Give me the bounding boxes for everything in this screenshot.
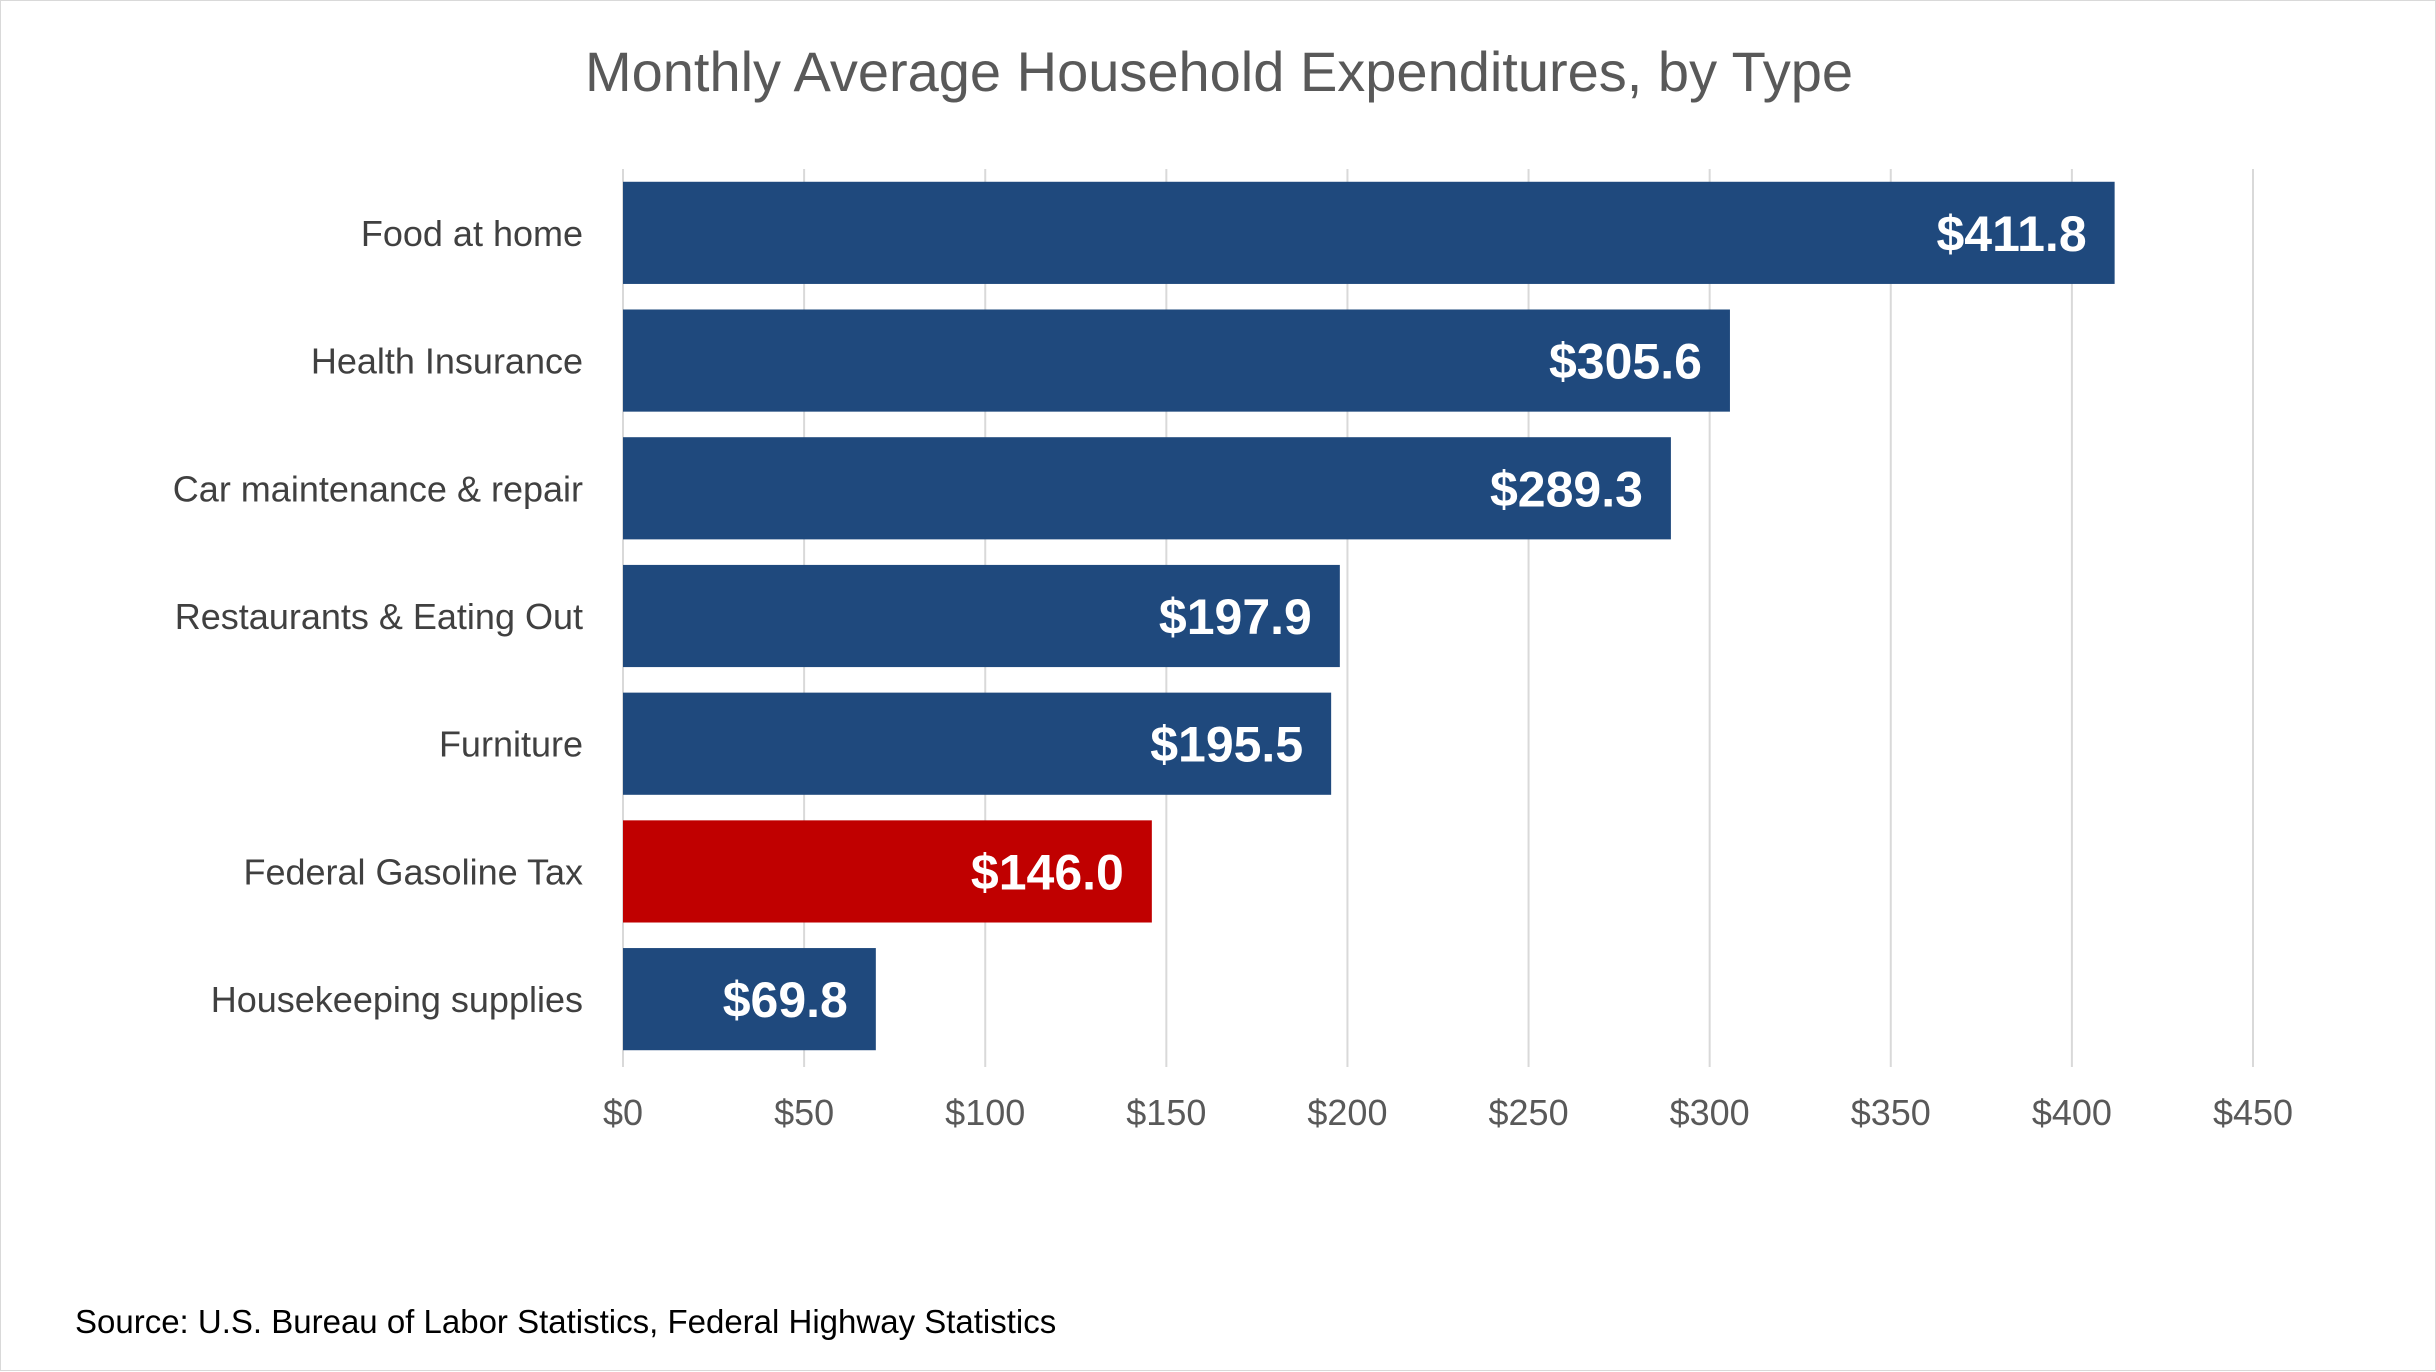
category-label: Housekeeping supplies [211,979,583,1020]
x-tick-label: $300 [1670,1092,1750,1133]
source-note: Source: U.S. Bureau of Labor Statistics,… [75,1303,1057,1340]
bar [623,564,1340,668]
bar [623,948,876,1051]
bar-data-label: $289.3 [1490,461,1643,517]
category-label: Health Insurance [311,341,583,382]
category-label: Furniture [439,724,583,765]
x-tick-label: $350 [1851,1092,1931,1133]
x-tick-label: $0 [603,1092,643,1133]
bar [623,309,1730,412]
category-label: Car maintenance & repair [173,468,583,509]
x-tick-label: $100 [945,1092,1025,1133]
bar-data-label: $146.0 [971,844,1124,900]
x-tick-label: $250 [1489,1092,1569,1133]
bar [623,181,2115,284]
category-label: Federal Gasoline Tax [243,851,583,892]
bar-data-label: $411.8 [1936,206,2086,262]
x-tick-label: $150 [1126,1092,1206,1133]
bars: $411.8 $305.6 $289.3 $197.9 $195.5 $146.0 $69.… [623,181,2115,1051]
bar-data-label: $195.5 [1150,717,1303,773]
bar [623,437,1671,540]
category-label: Food at home [361,213,583,254]
bar-data-label: $69.8 [723,972,848,1028]
chart-title: Monthly Average Household Expenditures, … [584,40,1854,103]
bar-data-label: $197.9 [1159,589,1312,645]
bar-data-label: $305.6 [1549,334,1702,390]
bar [623,820,1152,923]
category-label: Restaurants & Eating Out [175,596,583,637]
x-tick-label: $50 [774,1092,834,1133]
x-axis-tick-labels: $0 $50 $100 $150 $200 $250 $300 $350 $400 $450 [603,1092,2293,1133]
x-tick-label: $200 [1307,1092,1387,1133]
bar [623,692,1332,795]
x-tick-label: $450 [2213,1092,2293,1133]
category-labels: Food at home Health Insurance Car maintena… [173,213,583,1020]
x-tick-label: $400 [2032,1092,2112,1133]
